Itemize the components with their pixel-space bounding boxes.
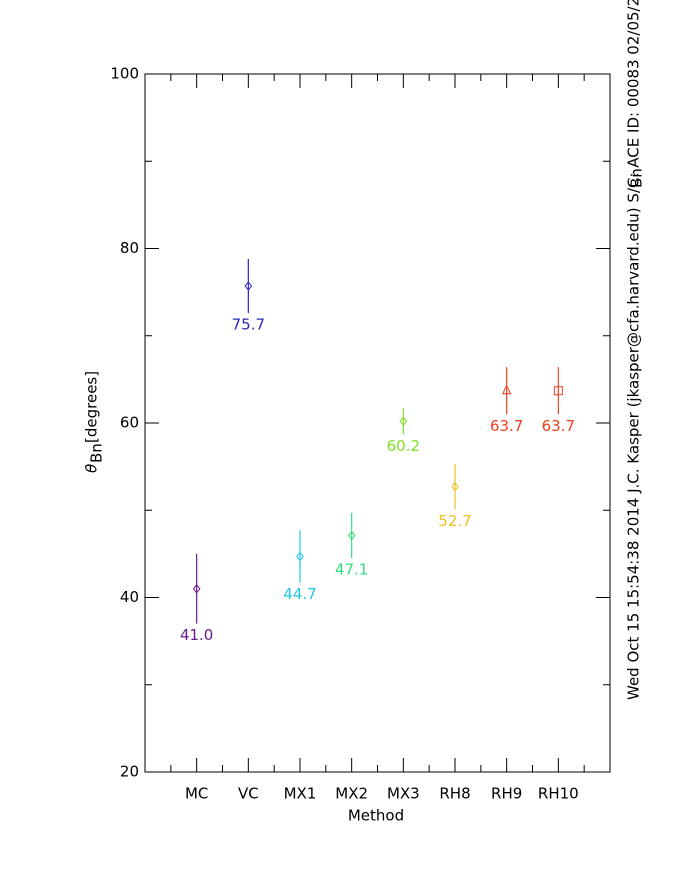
value-label: 75.7 xyxy=(232,316,265,334)
x-tick-label: MC xyxy=(185,785,208,803)
marker xyxy=(553,386,563,396)
y-tick-label: 100 xyxy=(110,65,139,83)
y-label-symbol: θ xyxy=(83,464,101,473)
x-tick-label: MX3 xyxy=(387,785,420,803)
y-tick-label: 80 xyxy=(120,239,139,257)
x-tick-label: RH9 xyxy=(491,785,522,803)
x-tick-label: RH10 xyxy=(538,785,579,803)
side-note-text: Wed Oct 15 15:54:38 2014 J.C. Kasper (jk… xyxy=(625,0,643,700)
x-tick-label: MX2 xyxy=(335,785,368,803)
marker xyxy=(347,530,356,541)
x-tick-label: RH8 xyxy=(439,785,470,803)
y-label-unit: [degrees] xyxy=(83,371,101,443)
value-label: 60.2 xyxy=(387,437,420,455)
y-tick-label: 20 xyxy=(120,763,139,781)
marker xyxy=(192,583,201,594)
plot-frame xyxy=(144,73,611,773)
value-label: 52.7 xyxy=(438,512,471,530)
y-tick-label: 40 xyxy=(120,588,139,606)
side-note-sub: Bn xyxy=(628,168,646,188)
y-axis-label: θ Bn [degrees] xyxy=(83,371,106,473)
marker xyxy=(296,551,304,562)
marker xyxy=(451,481,459,492)
y-label-sub: Bn xyxy=(88,443,106,463)
marker xyxy=(399,416,408,427)
side-note: Wed Oct 15 15:54:38 2014 J.C. Kasper (jk… xyxy=(625,0,646,700)
value-label: 41.0 xyxy=(180,626,213,644)
value-label: 47.1 xyxy=(335,561,368,579)
y-tick-label: 60 xyxy=(120,414,139,432)
marker xyxy=(501,384,512,395)
value-label: 63.7 xyxy=(490,417,523,435)
x-axis-label: Method xyxy=(348,807,404,825)
value-label: 63.7 xyxy=(542,417,575,435)
value-label: 44.7 xyxy=(283,585,316,603)
x-tick-label: VC xyxy=(238,785,259,803)
x-tick-label: MX1 xyxy=(284,785,317,803)
marker xyxy=(244,281,253,291)
